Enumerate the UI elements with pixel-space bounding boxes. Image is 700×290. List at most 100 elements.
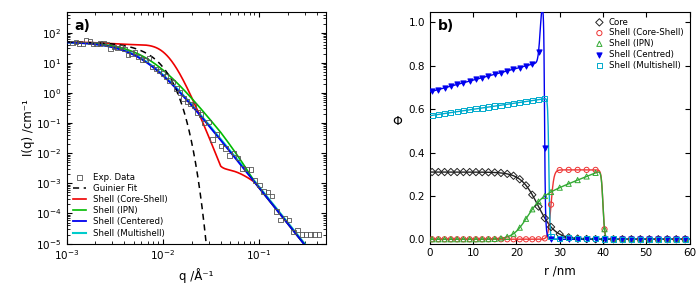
Shell (Core-Shell) (477, 237, 488, 242)
Shell (Multishell) (617, 237, 628, 242)
Exp. Data (116, 45, 127, 49)
Shell (Centred) (426, 89, 438, 94)
Core (563, 235, 574, 240)
Shell (IPN) (590, 171, 601, 175)
Shell (IPN) (445, 237, 456, 242)
Shell (Core-Shell) (526, 237, 538, 242)
Shell (Centered) (213, 134, 221, 137)
Shell (Core-Shell) (254, 186, 262, 189)
Shell (IPN) (426, 237, 438, 242)
Shell (Core-Shell) (554, 168, 566, 172)
Shell (IPN) (178, 86, 186, 90)
Exp. Data (228, 151, 239, 155)
Shell (Multishell) (318, 263, 326, 267)
Shell (Core-Shell) (232, 171, 241, 174)
Shell (IPN) (213, 126, 221, 129)
Shell (Core-Shell) (508, 237, 519, 242)
Shell (IPN) (254, 186, 262, 189)
Core (545, 225, 557, 229)
Shell (Multishell) (477, 106, 488, 110)
Shell (Multishell) (128, 52, 136, 55)
Shell (Centred) (477, 75, 488, 80)
Shell (IPN) (545, 190, 557, 194)
Shell (Centred) (526, 62, 538, 66)
Core (502, 172, 513, 176)
Shell (Core-Shell) (662, 237, 673, 242)
Shell (Centered) (128, 52, 136, 56)
Shell (Core-Shell) (439, 237, 450, 242)
Shell (Multishell) (563, 235, 574, 240)
Core (426, 170, 438, 174)
Shell (IPN) (439, 237, 450, 242)
Shell (Multishell) (178, 92, 186, 95)
Shell (Multishell) (502, 102, 513, 106)
Exp. Data (237, 166, 248, 171)
Shell (Centred) (502, 69, 513, 73)
Core (608, 237, 619, 242)
Shell (Centred) (496, 70, 507, 75)
Shell (Centred) (590, 237, 601, 242)
Shell (Multishell) (62, 41, 71, 44)
Exp. Data (271, 209, 282, 214)
Y-axis label: Φ: Φ (393, 115, 402, 128)
Shell (Centred) (680, 237, 691, 242)
Shell (Centered) (232, 158, 241, 162)
Exp. Data (249, 178, 260, 183)
Shell (Multishell) (526, 98, 538, 103)
Exp. Data (130, 50, 141, 55)
Core (635, 237, 646, 242)
Shell (Centred) (452, 82, 463, 87)
Legend: Core, Shell (Core-Shell), Shell (IPN), Shell (Centred), Shell (Multishell): Core, Shell (Core-Shell), Shell (IPN), S… (592, 16, 685, 71)
Shell (IPN) (581, 174, 592, 179)
Exp. Data (288, 229, 299, 234)
Exp. Data (91, 41, 102, 46)
Line: Shell (IPN): Shell (IPN) (66, 42, 322, 266)
Exp. Data (199, 121, 210, 126)
Exp. Data (167, 79, 178, 84)
Shell (IPN) (514, 225, 525, 230)
Exp. Data (112, 46, 123, 50)
Shell (Core-Shell) (452, 237, 463, 242)
Shell (Centered) (318, 264, 326, 268)
Shell (Centred) (464, 79, 475, 84)
Text: b): b) (438, 19, 454, 32)
Shell (Centred) (520, 64, 531, 68)
Y-axis label: I(q) /cm⁻¹: I(q) /cm⁻¹ (22, 99, 35, 156)
Core (680, 237, 691, 242)
Shell (Multishell) (652, 237, 664, 242)
Shell (IPN) (508, 231, 519, 236)
Shell (Core-Shell) (318, 264, 326, 268)
Shell (Core-Shell) (470, 237, 482, 242)
Shell (IPN) (458, 237, 469, 242)
Line: Shell (Multishell): Shell (Multishell) (66, 42, 322, 265)
Shell (Core-Shell) (533, 237, 544, 242)
Shell (IPN) (554, 185, 566, 190)
Shell (Multishell) (680, 237, 691, 242)
Core (599, 237, 610, 242)
Shell (Core-Shell) (178, 76, 186, 79)
Shell (Centred) (439, 86, 450, 90)
Shell (Core-Shell) (128, 43, 136, 46)
X-axis label: r /nm: r /nm (544, 264, 575, 277)
Exp. Data (105, 46, 116, 51)
Shell (Multishell) (470, 106, 482, 111)
Line: Shell (Centered): Shell (Centered) (66, 42, 322, 266)
Shell (IPN) (502, 235, 513, 239)
Shell (IPN) (489, 237, 500, 241)
Shell (Centred) (445, 84, 456, 88)
Core (477, 170, 488, 175)
Exp. Data (157, 71, 168, 76)
Exp. Data (224, 153, 235, 158)
Shell (IPN) (477, 237, 488, 242)
Shell (IPN) (533, 199, 544, 204)
Exp. Data (245, 167, 256, 172)
Shell (Multishell) (254, 184, 262, 188)
Exp. Data (284, 218, 295, 222)
Exp. Data (122, 52, 134, 57)
Shell (Core-Shell) (539, 236, 550, 241)
Exp. Data (88, 41, 99, 46)
Shell (Centred) (572, 237, 583, 242)
Shell (Centred) (563, 237, 574, 242)
Exp. Data (267, 194, 278, 198)
Exp. Data (195, 112, 206, 117)
